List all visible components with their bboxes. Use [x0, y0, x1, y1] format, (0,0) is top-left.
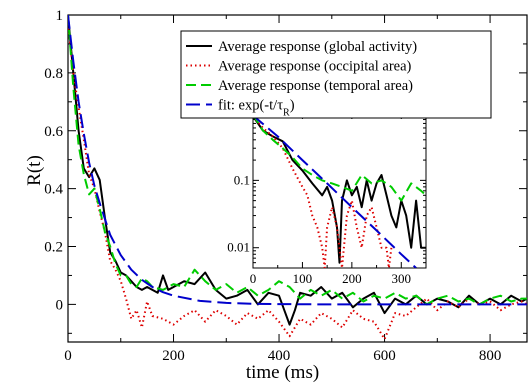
y-tick-label: 0 [56, 297, 64, 313]
legend-label-1: Average response (occipital area) [218, 59, 412, 75]
series-line-3 [68, 15, 527, 306]
main-plot: 0 200 400 600 800 0 0.2 0.4 0.6 0.8 1 time (ms) R(t) [24, 8, 528, 383]
inset-series-line-0 [253, 115, 426, 264]
inset-series-line-1 [253, 115, 393, 268]
legend-label-0: Average response (global activity) [218, 39, 417, 55]
inset-plot: 010020030010.10.01 [227, 105, 427, 286]
inset-x-tick-label: 200 [342, 271, 362, 286]
y-tick-label: 0.2 [44, 240, 63, 256]
y-tick-label: 1 [56, 8, 64, 24]
x-tick-label: 0 [64, 348, 72, 364]
x-axis-title: time (ms) [246, 362, 319, 383]
y-tick-label: 0.8 [44, 66, 63, 82]
legend-label-3: fit: exp(-t/τR) [218, 98, 295, 119]
series-line-1 [68, 23, 527, 341]
x-tick-label: 800 [479, 348, 502, 364]
x-tick-label: 400 [268, 348, 291, 364]
inset-x-tick-label: 100 [293, 271, 313, 286]
y-tick-label: 0.4 [44, 182, 63, 198]
inset-x-tick-label: 300 [392, 271, 412, 286]
legend: Average response (global activity) Averag… [180, 30, 492, 119]
x-tick-label: 600 [373, 348, 396, 364]
inset-y-tick-label: 0.1 [234, 172, 250, 187]
plot-frame [67, 14, 528, 343]
inset-y-tick-label: 0.01 [227, 240, 250, 255]
legend-label-2: Average response (temporal area) [218, 78, 413, 94]
y-axis-title: R(t) [24, 155, 45, 186]
inset-series-line-2 [253, 113, 426, 202]
series-line-2 [68, 15, 527, 306]
inset-x-tick-label: 0 [250, 271, 257, 286]
legend-box [180, 30, 492, 119]
x-tick-label: 200 [162, 348, 185, 364]
y-tick-label: 0.6 [44, 124, 63, 140]
